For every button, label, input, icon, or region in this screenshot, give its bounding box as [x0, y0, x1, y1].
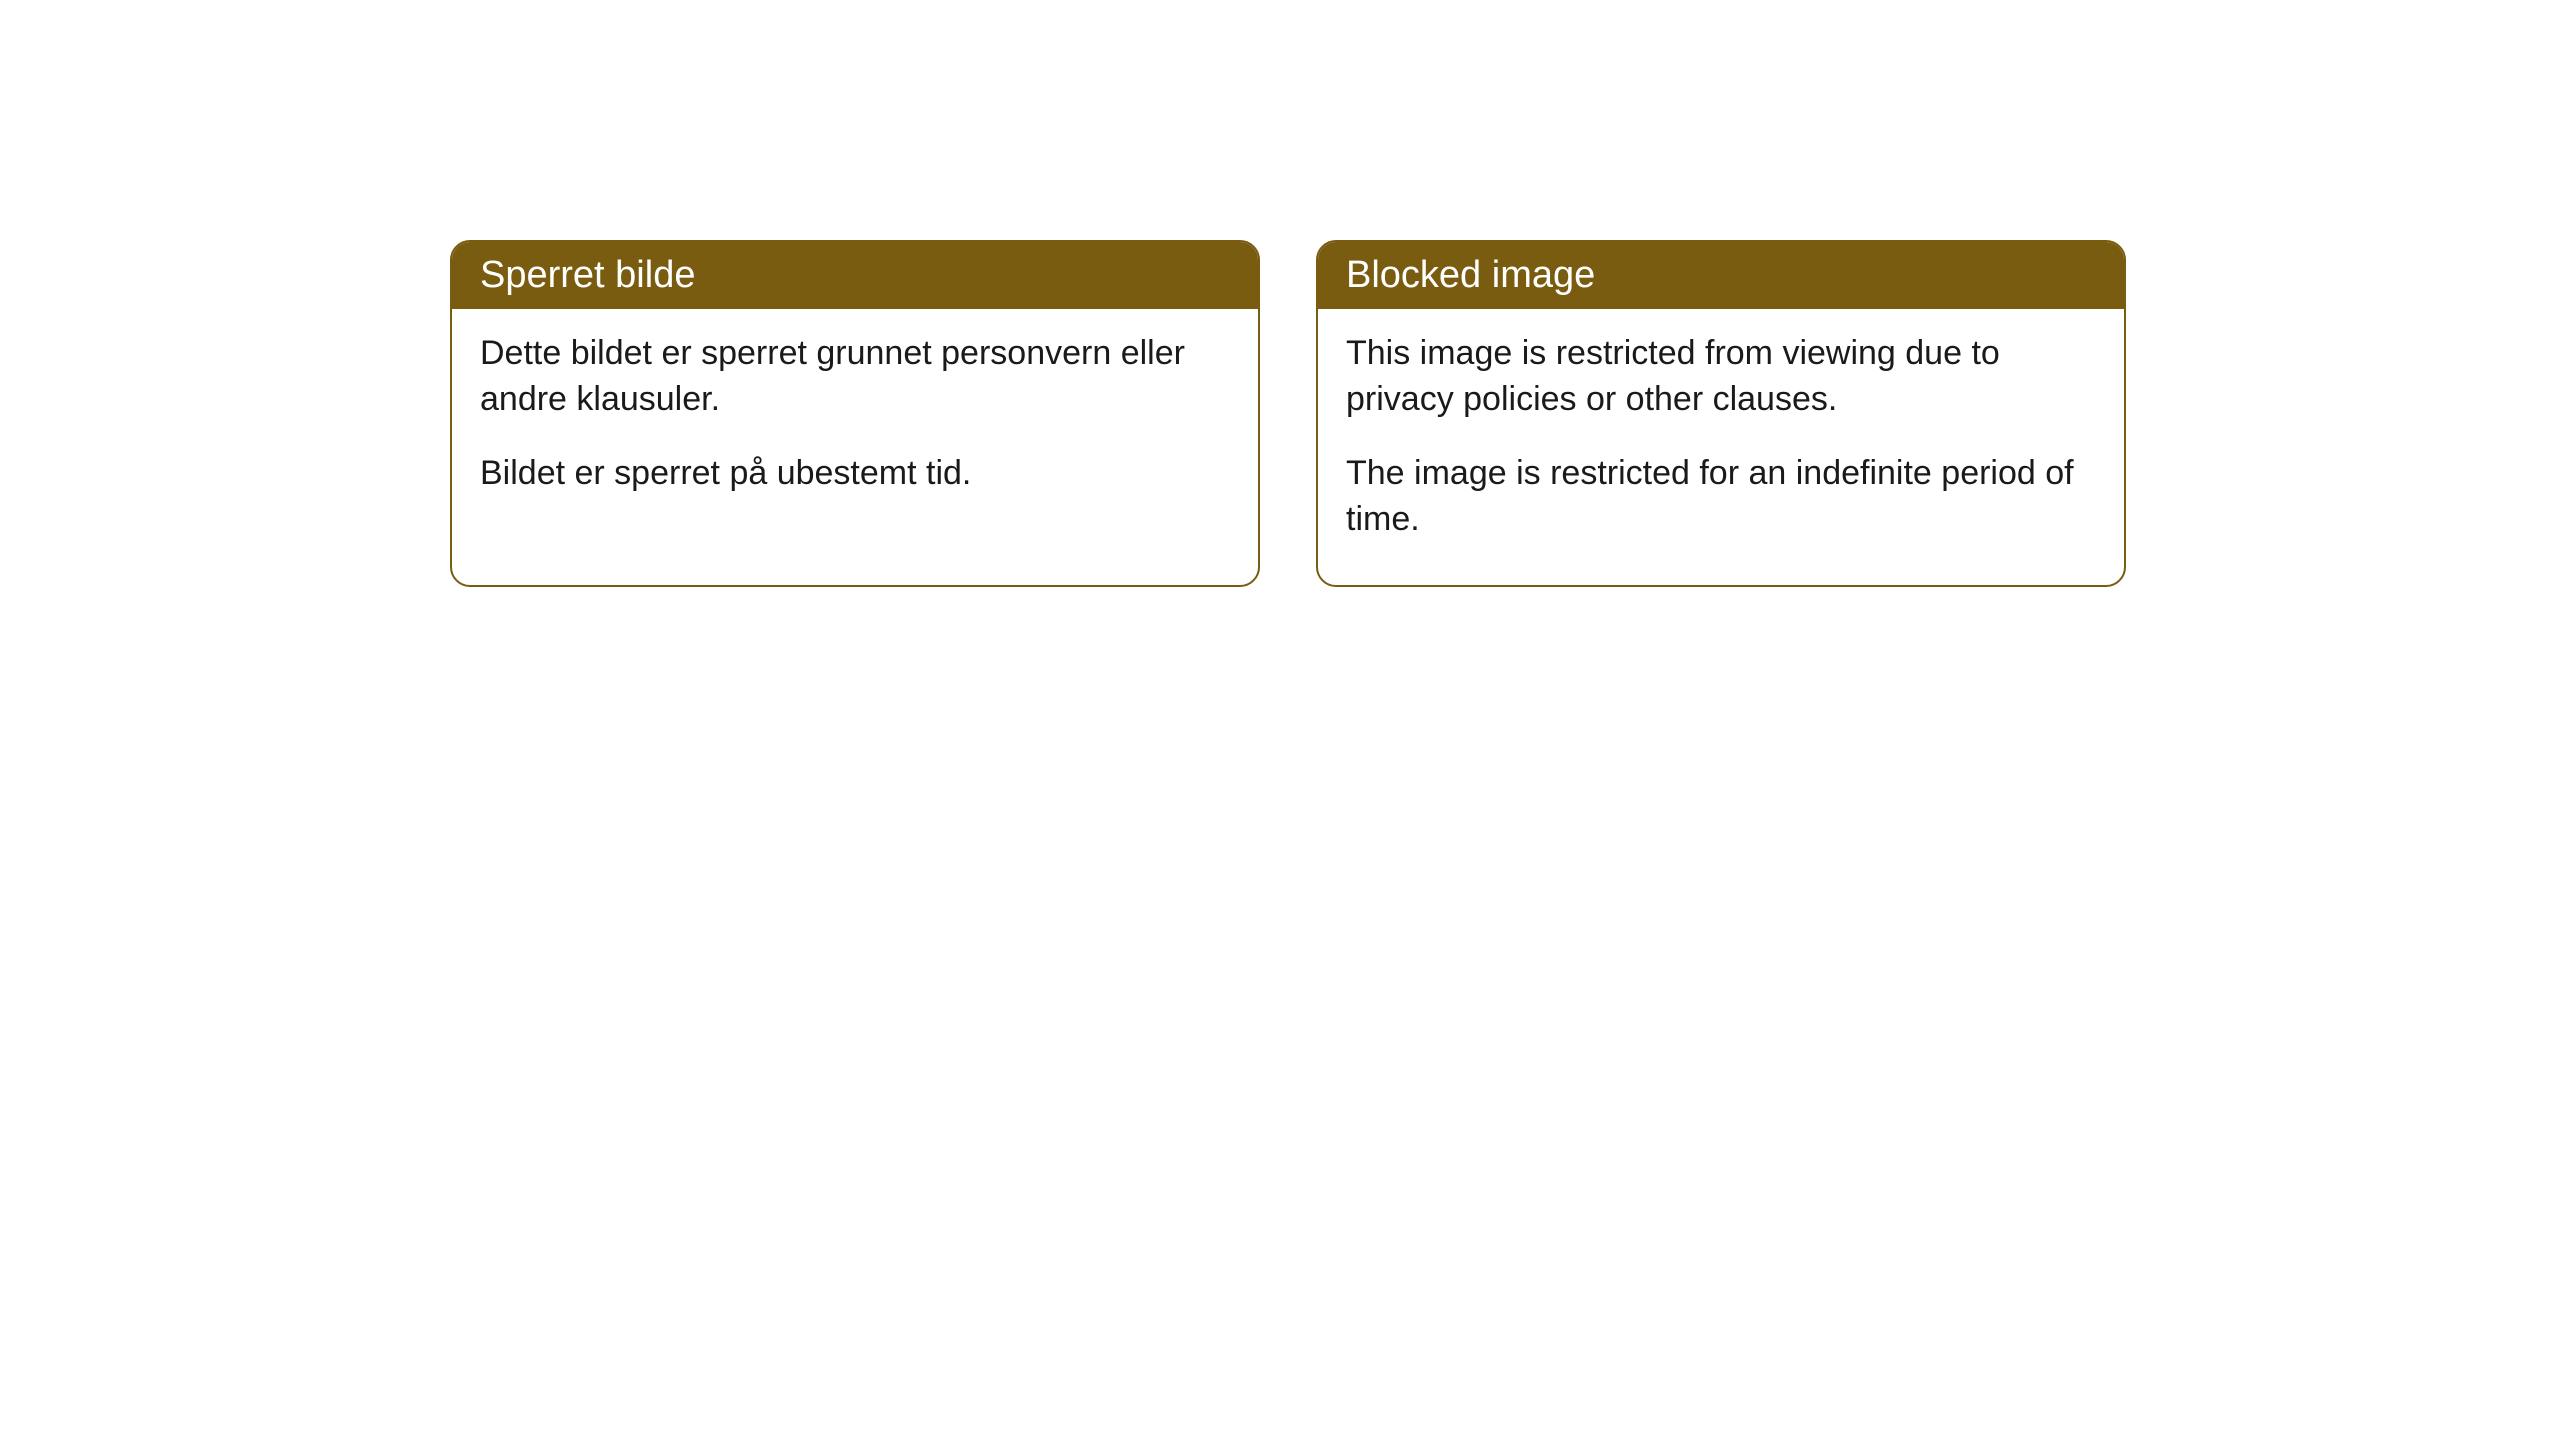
card-text-norwegian-1: Dette bildet er sperret grunnet personve… [480, 331, 1230, 423]
card-text-norwegian-2: Bildet er sperret på ubestemt tid. [480, 451, 1230, 497]
card-text-english-1: This image is restricted from viewing du… [1346, 331, 2096, 423]
blocked-image-card-norwegian: Sperret bilde Dette bildet er sperret gr… [450, 240, 1260, 587]
card-text-english-2: The image is restricted for an indefinit… [1346, 451, 2096, 543]
cards-container: Sperret bilde Dette bildet er sperret gr… [450, 240, 2126, 587]
card-body-english: This image is restricted from viewing du… [1318, 309, 2124, 585]
blocked-image-card-english: Blocked image This image is restricted f… [1316, 240, 2126, 587]
card-body-norwegian: Dette bildet er sperret grunnet personve… [452, 309, 1258, 539]
card-header-norwegian: Sperret bilde [452, 242, 1258, 309]
card-header-english: Blocked image [1318, 242, 2124, 309]
